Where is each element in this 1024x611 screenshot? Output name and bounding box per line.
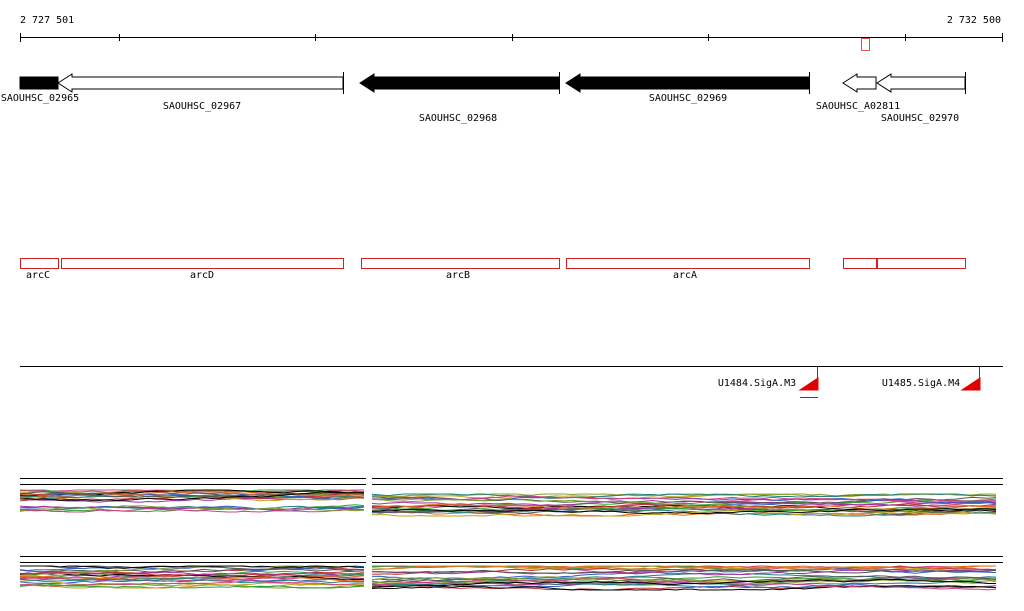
trace	[371, 508, 997, 515]
feature-label: arcC	[26, 270, 50, 281]
trace	[19, 495, 365, 502]
trace	[371, 493, 997, 499]
trace	[19, 577, 365, 585]
trace	[20, 565, 365, 569]
trace	[19, 565, 365, 572]
trace	[19, 505, 365, 511]
expression-frames	[20, 478, 1003, 563]
trace	[371, 499, 997, 507]
gene-label: SAOUHSC_02969	[649, 93, 727, 104]
trace	[19, 489, 365, 498]
trace	[371, 578, 996, 588]
trace	[19, 505, 365, 512]
trace	[371, 585, 997, 591]
expression-traces	[19, 489, 997, 591]
gene-label: SAOUHSC_A02811	[816, 101, 900, 112]
gene-label: SAOUHSC_02968	[419, 113, 497, 124]
promoters	[798, 367, 981, 398]
ruler-end: 2 732 500	[947, 15, 1001, 26]
trace	[372, 510, 997, 517]
trace	[19, 494, 365, 500]
trace	[372, 569, 997, 576]
feature-label: arcB	[446, 270, 470, 281]
promoter-label: U1484.SigA.M3	[718, 378, 796, 389]
features	[20, 258, 966, 269]
gene-label: SAOUHSC_02970	[881, 113, 959, 124]
ruler	[20, 33, 1003, 42]
ruler-start: 2 727 501	[20, 15, 74, 26]
trace	[371, 572, 997, 582]
trace	[371, 568, 997, 574]
trace	[372, 510, 997, 517]
trace	[19, 575, 365, 582]
trace	[371, 565, 997, 571]
trace	[371, 498, 997, 512]
genes	[19, 72, 966, 94]
trace	[19, 491, 365, 502]
trace	[371, 503, 997, 510]
trace	[371, 577, 997, 591]
marker	[861, 38, 870, 51]
trace	[19, 491, 365, 498]
gene-label: SAOUHSC_02965	[1, 93, 79, 104]
trace	[371, 495, 997, 502]
gene-label: SAOUHSC_02967	[163, 101, 241, 112]
trace	[19, 582, 365, 589]
trace	[19, 508, 365, 513]
feature-label: arcA	[673, 270, 697, 281]
trace	[19, 583, 365, 589]
promoter-label: U1485.SigA.M4	[882, 378, 960, 389]
trace	[19, 578, 365, 584]
trace	[19, 579, 365, 587]
feature-label: arcD	[190, 270, 214, 281]
